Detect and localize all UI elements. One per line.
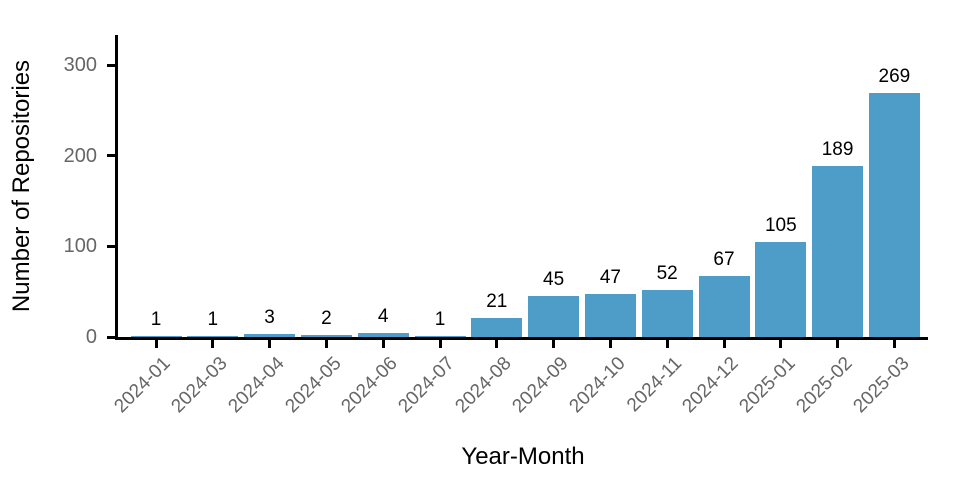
x-tick-label: 2024-09 — [508, 353, 573, 418]
bar-value-label: 1 — [207, 309, 219, 330]
x-tick-mark — [779, 340, 783, 348]
x-axis-line — [115, 337, 928, 340]
x-tick-label: 2024-12 — [678, 353, 743, 418]
bar — [471, 318, 523, 337]
x-tick-mark — [892, 340, 896, 348]
bar — [641, 290, 693, 337]
x-tick-mark — [495, 340, 499, 348]
x-tick-label: 2024-05 — [281, 353, 346, 418]
y-tick-mark — [107, 63, 115, 67]
y-tick-label: 300 — [63, 54, 97, 77]
bar — [755, 242, 807, 337]
x-tick-label: 2024-03 — [167, 353, 232, 418]
x-tick-label: 2024-06 — [337, 353, 403, 418]
bar-value-label: 189 — [821, 139, 854, 160]
bar — [698, 276, 750, 337]
bar — [244, 334, 296, 337]
y-tick-mark — [107, 154, 115, 158]
bar — [300, 335, 352, 337]
x-tick-label: 2025-03 — [849, 353, 914, 418]
x-tick-mark — [381, 340, 385, 348]
bar-value-label: 21 — [486, 291, 508, 312]
bar-value-label: 67 — [713, 249, 735, 270]
x-tick-mark — [665, 340, 669, 348]
bar — [528, 296, 580, 337]
x-tick-mark — [608, 340, 612, 348]
bar-value-label: 3 — [264, 307, 275, 328]
y-tick-mark — [107, 335, 115, 339]
bar — [130, 336, 182, 337]
x-tick-label: 2024-10 — [565, 353, 630, 418]
bar — [584, 294, 636, 337]
x-tick-mark — [268, 340, 272, 348]
bar-value-label: 4 — [377, 306, 389, 327]
x-tick-mark — [324, 340, 328, 348]
bar-value-label: 2 — [321, 308, 332, 329]
bar-value-label: 1 — [434, 309, 446, 330]
y-tick-mark — [107, 244, 115, 248]
bar — [357, 333, 409, 337]
x-tick-mark — [211, 340, 215, 348]
bar-value-label: 47 — [599, 267, 621, 288]
bar-value-label: 1 — [150, 309, 162, 330]
x-tick-label: 2024-01 — [110, 353, 175, 418]
x-axis-title: Year-Month — [461, 443, 585, 470]
bar — [812, 166, 864, 337]
y-tick-label: 200 — [63, 144, 97, 167]
bar-value-label: 52 — [656, 263, 678, 284]
bar — [187, 336, 239, 337]
x-tick-label: 2024-07 — [394, 353, 459, 418]
x-tick-label: 2025-02 — [792, 353, 857, 418]
x-tick-label: 2024-04 — [224, 353, 289, 418]
x-tick-mark — [154, 340, 158, 348]
x-tick-mark — [836, 340, 840, 348]
bar — [868, 93, 920, 337]
y-axis-line — [115, 35, 118, 340]
x-tick-label: 2025-01 — [735, 353, 800, 418]
bar-value-label: 105 — [764, 215, 797, 236]
y-axis-title: Number of Repositories — [8, 59, 35, 313]
x-tick-label: 2024-11 — [622, 353, 687, 417]
bar — [414, 336, 466, 337]
y-tick-label: 100 — [63, 235, 97, 258]
x-tick-mark — [722, 340, 726, 348]
x-tick-mark — [438, 340, 442, 348]
bar-value-label: 45 — [543, 269, 565, 290]
x-tick-label: 2024-08 — [451, 353, 516, 418]
bar-value-label: 269 — [878, 66, 911, 87]
x-tick-mark — [552, 340, 556, 348]
y-tick-label: 0 — [85, 326, 97, 348]
